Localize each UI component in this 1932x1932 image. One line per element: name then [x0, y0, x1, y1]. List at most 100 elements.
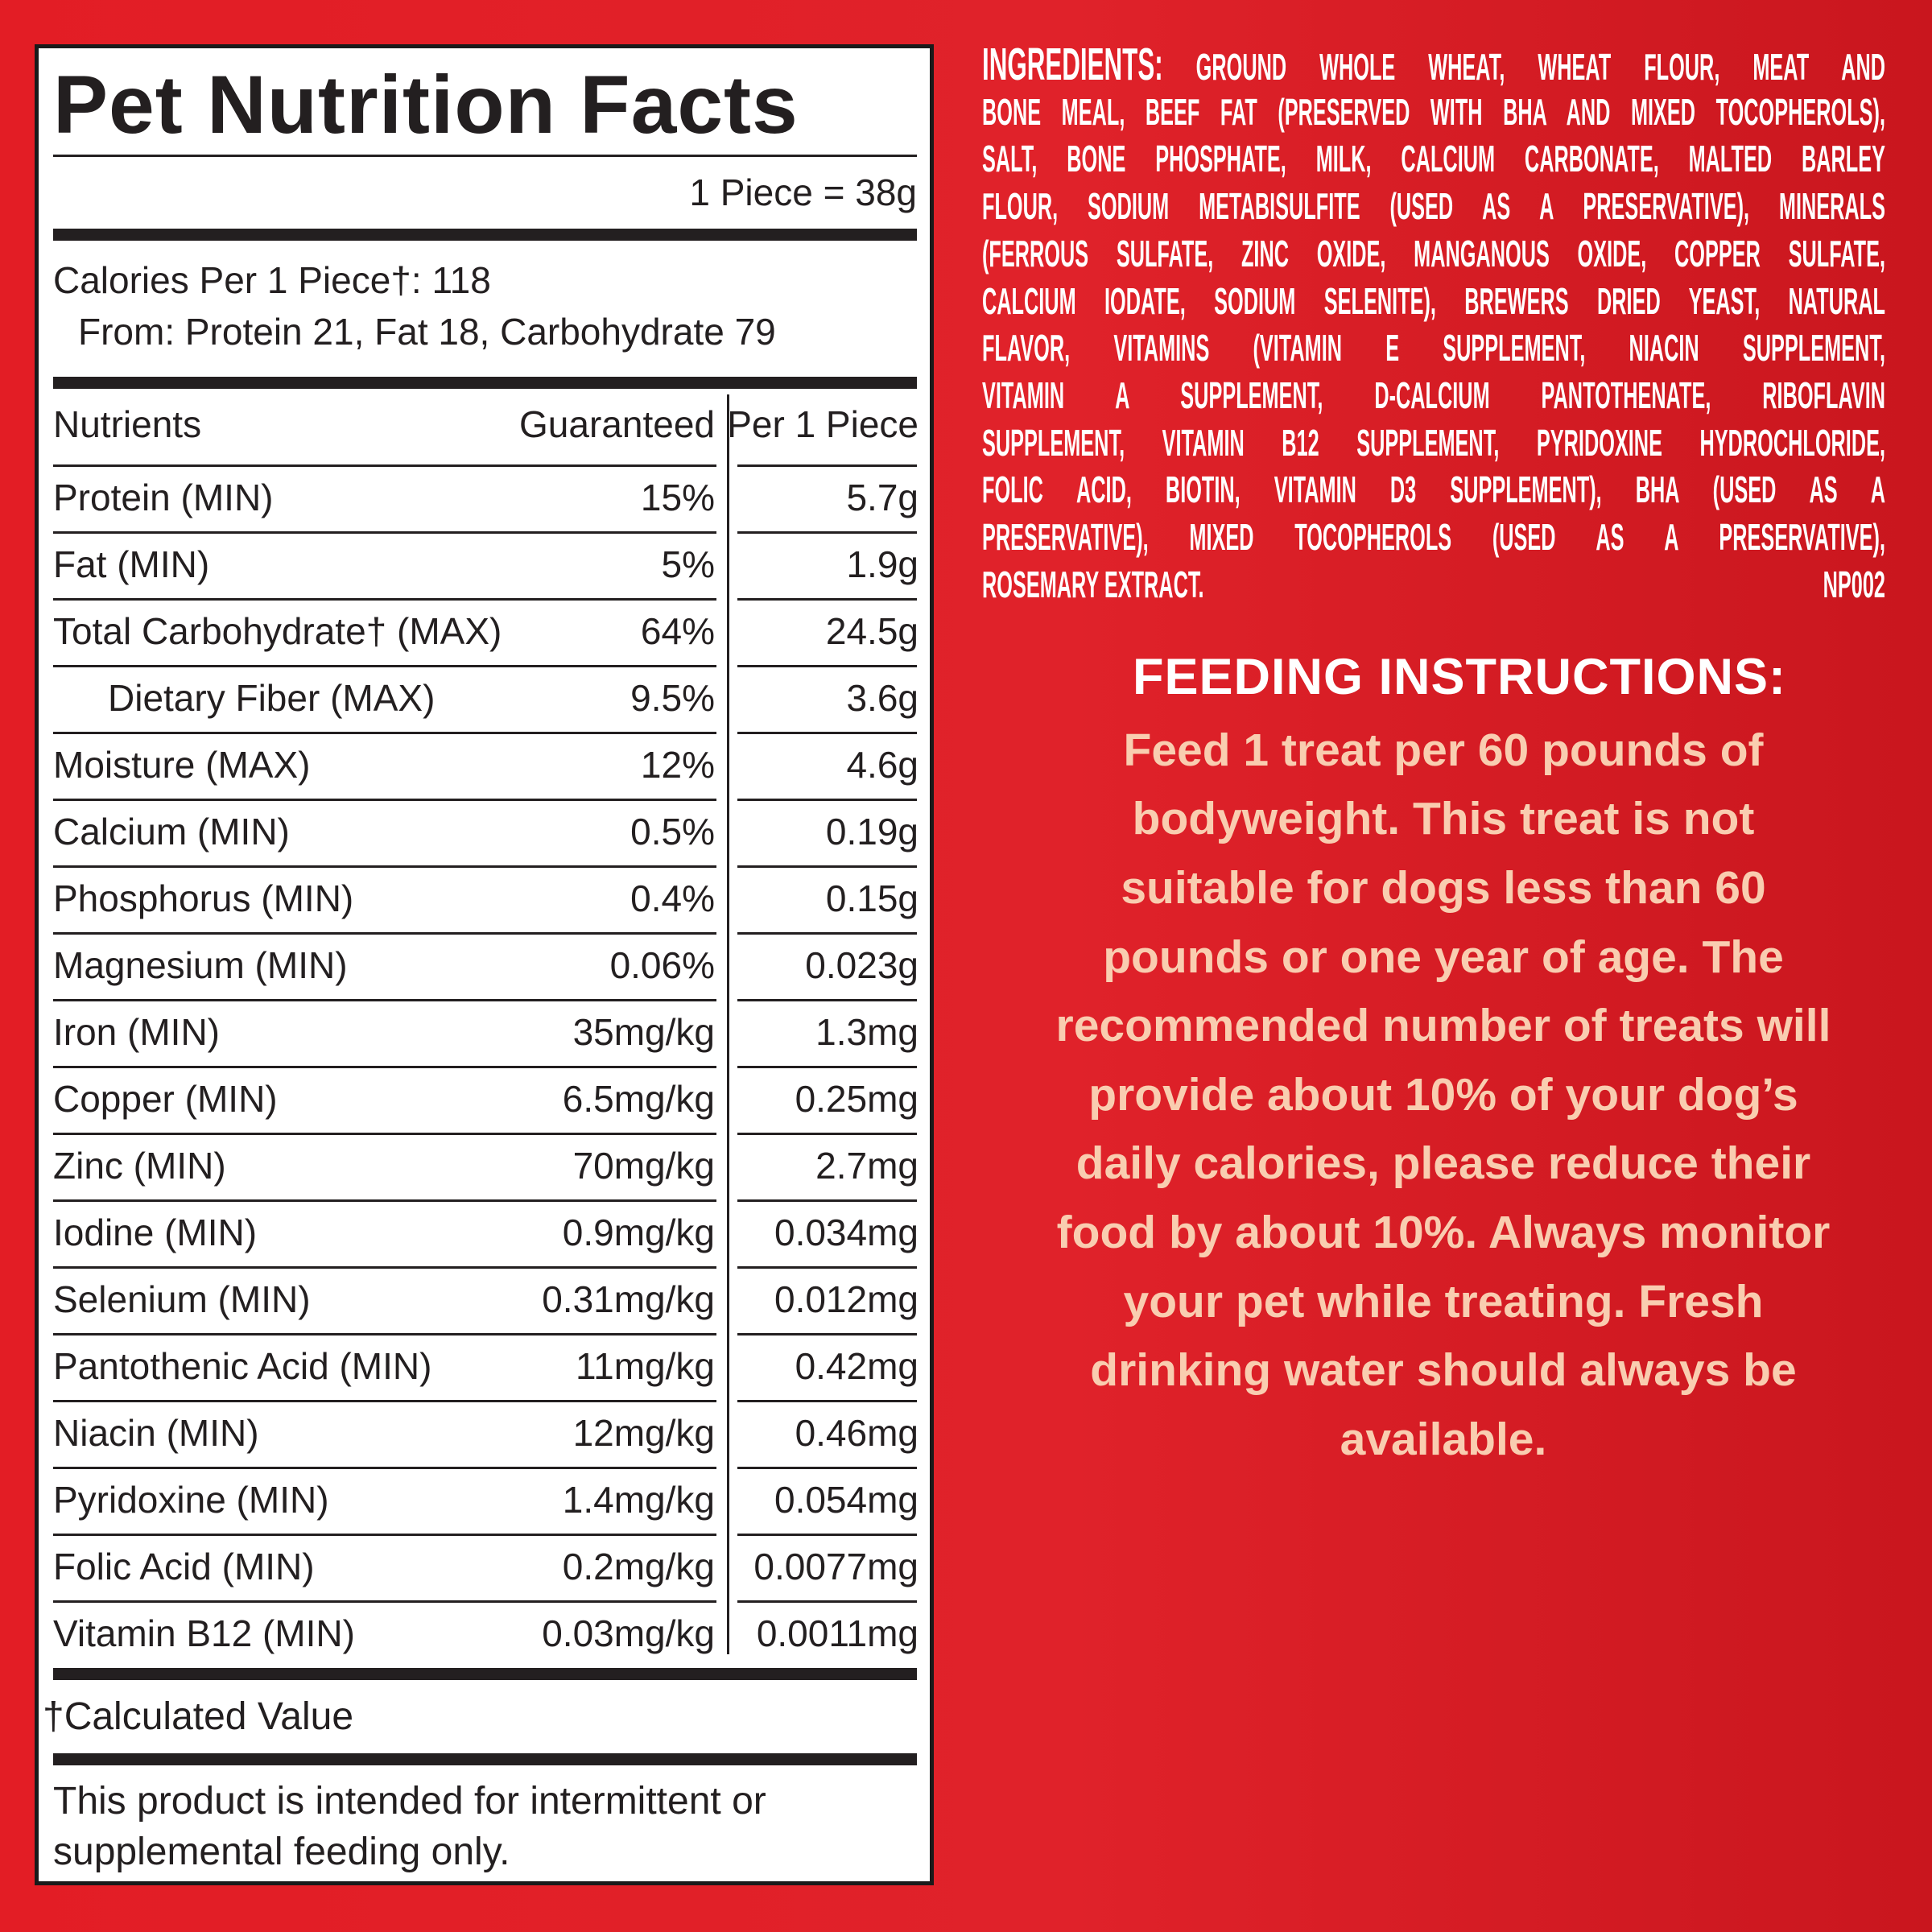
nutrient-name: Fat (MIN) — [53, 543, 210, 586]
nutrition-panel — [35, 44, 934, 1885]
row-rule — [53, 1266, 716, 1269]
guaranteed-value: 9.5% — [630, 677, 715, 720]
row-rule — [737, 1199, 917, 1202]
guaranteed-value: 0.4% — [630, 877, 715, 920]
row-rule — [737, 1600, 917, 1603]
feeding-text: your pet while treating. Fresh — [1123, 1275, 1764, 1327]
feeding-text: suitable for dogs less than 60 — [1121, 862, 1766, 914]
thick-rule — [53, 229, 917, 241]
ingredients-text: SUPPLEMENT, VITAMIN B12 SUPPLEMENT, PYRI… — [982, 421, 1885, 464]
row-rule — [53, 1600, 716, 1603]
per-piece-value: 1.9g — [846, 543, 919, 586]
guaranteed-value: 0.2mg/kg — [562, 1546, 715, 1588]
per-piece-value: 4.6g — [846, 744, 919, 786]
row-rule — [737, 1333, 917, 1335]
nutrient-name: Pyridoxine (MIN) — [53, 1479, 329, 1521]
panel-title: Pet Nutrition Facts — [53, 58, 799, 151]
row-rule — [53, 1199, 716, 1202]
ingredients-text: VITAMIN A SUPPLEMENT, D-CALCIUM PANTOTHE… — [982, 374, 1885, 416]
feeding-title: FEEDING INSTRUCTIONS: — [1132, 649, 1786, 706]
column-header: Guaranteed — [519, 403, 715, 446]
thick-rule — [53, 1753, 917, 1765]
row-rule — [737, 1133, 917, 1135]
row-rule — [737, 1467, 917, 1469]
per-piece-value: 0.42mg — [795, 1345, 919, 1388]
row-rule — [53, 732, 716, 734]
row-rule — [737, 1066, 917, 1068]
ingredients-text: ROSEMARY EXTRACT. — [982, 563, 1204, 605]
row-rule — [53, 1467, 716, 1469]
guaranteed-value: 35mg/kg — [572, 1011, 715, 1054]
nutrient-name: Copper (MIN) — [53, 1078, 278, 1121]
per-piece-value: 1.3mg — [815, 1011, 919, 1054]
row-rule — [53, 932, 716, 935]
ingredients-line: VITAMIN A SUPPLEMENT, D-CALCIUM PANTOTHE… — [982, 373, 1885, 418]
guaranteed-value: 12% — [640, 744, 715, 786]
per-piece-value: 0.034mg — [774, 1212, 919, 1254]
thick-rule — [53, 377, 917, 389]
row-rule — [53, 665, 716, 667]
per-piece-value: 0.012mg — [774, 1278, 919, 1321]
row-rule — [737, 1400, 917, 1402]
row-rule — [53, 799, 716, 801]
per-piece-value: 0.0011mg — [756, 1612, 919, 1655]
nutrient-name: Iron (MIN) — [53, 1011, 220, 1054]
serving-size: 1 Piece = 38g — [689, 171, 917, 214]
feeding-text: Feed 1 treat per 60 pounds of — [1123, 724, 1764, 776]
ingredients-text: (FERROUS SULFATE, ZINC OXIDE, MANGANOUS … — [982, 232, 1885, 275]
feeding-text: drinking water should always be — [1090, 1344, 1797, 1397]
ingredients-text: FLAVOR, VITAMINS (VITAMIN E SUPPLEMENT, … — [982, 327, 1885, 369]
calories: Calories Per 1 Piece†: 118 — [53, 259, 491, 302]
column-header: Nutrients — [53, 403, 202, 446]
nutrient-name: Iodine (MIN) — [53, 1212, 258, 1254]
column-header: Per 1 Piece — [727, 403, 919, 446]
ingredients-line: CALCIUM IODATE, SODIUM SELENITE), BREWER… — [982, 279, 1885, 324]
guaranteed-value: 0.9mg/kg — [562, 1212, 715, 1254]
nutrient-name: Protein (MIN) — [53, 477, 274, 519]
ingredients-text: CALCIUM IODATE, SODIUM SELENITE), BREWER… — [982, 279, 1885, 322]
row-rule — [737, 1266, 917, 1269]
ingredients-line: (FERROUS SULFATE, ZINC OXIDE, MANGANOUS … — [982, 231, 1885, 276]
row-rule — [53, 1400, 716, 1402]
guaranteed-value: 1.4mg/kg — [562, 1479, 715, 1521]
per-piece-value: 0.054mg — [774, 1479, 919, 1521]
ingredients-line: SUPPLEMENT, VITAMIN B12 SUPPLEMENT, PYRI… — [982, 420, 1885, 465]
row-rule — [53, 1534, 716, 1536]
per-piece-value: 0.0077mg — [753, 1546, 919, 1588]
per-piece-value: 0.15g — [825, 877, 919, 920]
row-rule — [53, 598, 716, 601]
guaranteed-value: 70mg/kg — [572, 1145, 715, 1187]
product-code: NP002 — [1823, 563, 1885, 605]
row-rule — [737, 932, 917, 935]
feeding-text: bodyweight. This treat is not — [1132, 793, 1755, 845]
guaranteed-value: 0.03mg/kg — [542, 1612, 715, 1655]
guaranteed-value: 0.31mg/kg — [542, 1278, 715, 1321]
per-piece-value: 2.7mg — [815, 1145, 919, 1187]
ingredients-line: FLOUR, SODIUM METABISULFITE (USED AS A P… — [982, 184, 1885, 229]
ingredients-line: BONE MEAL, BEEF FAT (PRESERVED WITH BHA … — [982, 89, 1885, 134]
nutrient-name: Dietary Fiber (MAX) — [108, 677, 436, 720]
ingredients-line: INGREDIENTS: GROUND WHOLE WHEAT, WHEAT F… — [982, 42, 1885, 89]
nutrient-name: Folic Acid (MIN) — [53, 1546, 315, 1588]
guaranteed-value: 15% — [640, 477, 715, 519]
row-rule — [737, 732, 917, 734]
ingredients-line: ROSEMARY EXTRACT. NP002 — [982, 562, 1885, 607]
disclaimer: This product is intended for intermitten… — [53, 1780, 766, 1823]
per-piece-value: 0.46mg — [795, 1412, 919, 1455]
row-rule — [53, 464, 716, 467]
ingredients-line: FLAVOR, VITAMINS (VITAMIN E SUPPLEMENT, … — [982, 325, 1885, 370]
row-rule — [737, 999, 917, 1001]
nutrient-name: Vitamin B12 (MIN) — [53, 1612, 355, 1655]
per-piece-value: 0.25mg — [795, 1078, 919, 1121]
ingredients-text: SALT, BONE PHOSPHATE, MILK, CALCIUM CARB… — [982, 138, 1885, 180]
row-rule — [53, 865, 716, 868]
disclaimer: supplemental feeding only. — [53, 1831, 510, 1874]
feeding-text: recommended number of treats will — [1055, 1000, 1831, 1052]
nutrient-name: Moisture (MAX) — [53, 744, 311, 786]
thick-rule — [53, 1668, 917, 1680]
per-piece-value: 3.6g — [846, 677, 919, 720]
row-rule — [53, 531, 716, 534]
row-rule — [737, 1534, 917, 1536]
guaranteed-value: 64% — [640, 610, 715, 653]
